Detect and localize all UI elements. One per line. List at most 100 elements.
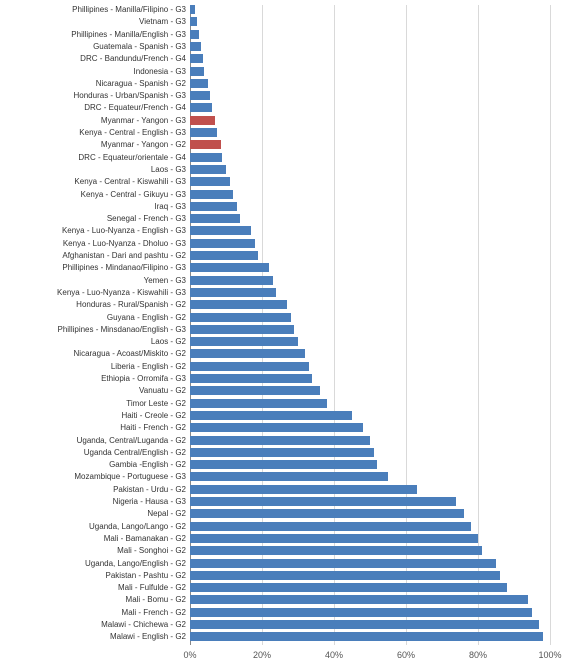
bar (190, 276, 273, 285)
bar (190, 263, 269, 272)
y-label: DRC - Bandundu/French - G4 (80, 54, 186, 63)
x-tick-label: 60% (397, 650, 415, 660)
bar (190, 214, 240, 223)
bar (190, 17, 197, 26)
y-label: Mali - Bamanakan - G2 (104, 534, 186, 543)
y-label: Afghanistan - Dari and pashtu - G2 (62, 251, 186, 260)
y-label: Mali - Songhoi - G2 (117, 546, 186, 555)
y-label: Mali - Bomu - G2 (126, 595, 186, 604)
y-label: Myanmar - Yangon - G3 (101, 116, 186, 125)
y-label: Malawi - English - G2 (110, 632, 186, 641)
plot-area (190, 5, 550, 645)
y-label: Kenya - Central - Gikuyu - G3 (81, 190, 186, 199)
bar (190, 140, 221, 149)
bar (190, 313, 291, 322)
bar (190, 202, 237, 211)
y-label: Pakistan - Urdu - G2 (113, 485, 186, 494)
y-label: Kenya - Luo-Nyanza - Dholuo - G3 (63, 239, 186, 248)
bar (190, 386, 320, 395)
bar (190, 399, 327, 408)
y-label: Laos - G3 (151, 165, 186, 174)
y-label: Honduras - Rural/Spanish - G2 (76, 300, 186, 309)
y-label: Nicaragua - Spanish - G2 (96, 79, 186, 88)
bar (190, 436, 370, 445)
bar (190, 349, 305, 358)
bar (190, 190, 233, 199)
y-axis-labels: Phillipines - Manilla/Filipino - G3Vietn… (0, 5, 186, 645)
bar (190, 608, 532, 617)
bar (190, 288, 276, 297)
bar (190, 423, 363, 432)
y-label: Gambia -English - G2 (109, 460, 186, 469)
bar (190, 497, 456, 506)
bar (190, 571, 500, 580)
bar (190, 91, 210, 100)
bars-layer (190, 5, 550, 645)
bar (190, 79, 208, 88)
bar (190, 325, 294, 334)
bar (190, 251, 258, 260)
bar (190, 177, 230, 186)
y-label: Kenya - Central - Kiswahili - G3 (74, 177, 186, 186)
y-label: Yemen - G3 (144, 276, 186, 285)
bar (190, 54, 203, 63)
y-label: Malawi - Chichewa - G2 (101, 620, 186, 629)
y-label: DRC - Equateur/orientale - G4 (78, 153, 186, 162)
x-tick-label: 40% (325, 650, 343, 660)
bar (190, 116, 215, 125)
bar (190, 374, 312, 383)
y-label: Phillipines - Mindanao/Filipino - G3 (62, 263, 186, 272)
y-label: Phillipines - Manilla/English - G3 (71, 30, 186, 39)
y-label: Uganda, Lango/Lango - G2 (89, 522, 186, 531)
y-label: Mali - French - G2 (122, 608, 186, 617)
y-label: Indonesia - G3 (134, 67, 186, 76)
y-label: Guatemala - Spanish - G3 (93, 42, 186, 51)
y-label: Mali - Fulfulde - G2 (118, 583, 186, 592)
y-label: DRC - Equateur/French - G4 (84, 103, 186, 112)
y-label: Haiti - Creole - G2 (122, 411, 186, 420)
y-label: Phillipines - Manilla/Filipino - G3 (72, 5, 186, 14)
bar (190, 632, 543, 641)
bar (190, 165, 226, 174)
x-tick-label: 80% (469, 650, 487, 660)
bar (190, 546, 482, 555)
y-label: Liberia - English - G2 (111, 362, 186, 371)
y-label: Kenya - Luo-Nyanza - English - G3 (62, 226, 186, 235)
bar (190, 362, 309, 371)
bar (190, 460, 377, 469)
bar (190, 128, 217, 137)
y-label: Pakistan - Pashtu - G2 (106, 571, 186, 580)
bar (190, 103, 212, 112)
bar (190, 559, 496, 568)
y-label: Uganda, Central/Luganda - G2 (77, 436, 186, 445)
bar (190, 337, 298, 346)
y-label: Senegal - French - G3 (107, 214, 186, 223)
y-label: Nepal - G2 (147, 509, 186, 518)
y-label: Nigeria - Hausa - G3 (113, 497, 186, 506)
x-tick-label: 100% (538, 650, 561, 660)
y-label: Nicaragua - Acoast/Miskito - G2 (74, 349, 186, 358)
bar (190, 448, 374, 457)
y-label: Vanuatu - G2 (139, 386, 186, 395)
bar (190, 226, 251, 235)
bar (190, 300, 287, 309)
y-label: Guyana - English - G2 (107, 313, 186, 322)
x-tick-label: 20% (253, 650, 271, 660)
y-label: Myanmar - Yangon - G2 (101, 140, 186, 149)
y-label: Mozambique - Portuguese - G3 (74, 472, 186, 481)
y-label: Ethiopia - Orromifa - G3 (101, 374, 186, 383)
y-label: Haiti - French - G2 (120, 423, 186, 432)
y-label: Honduras - Urban/Spanish - G3 (74, 91, 187, 100)
x-axis: 0%20%40%60%80%100% (190, 648, 550, 666)
y-label: Uganda, Lango/English - G2 (85, 559, 186, 568)
y-label: Kenya - Central - English - G3 (79, 128, 186, 137)
bar (190, 522, 471, 531)
bar (190, 534, 478, 543)
bar (190, 42, 201, 51)
bar (190, 239, 255, 248)
bar (190, 620, 539, 629)
y-label: Timor Leste - G2 (126, 399, 186, 408)
bar (190, 509, 464, 518)
x-tick-label: 0% (183, 650, 196, 660)
bar (190, 30, 199, 39)
